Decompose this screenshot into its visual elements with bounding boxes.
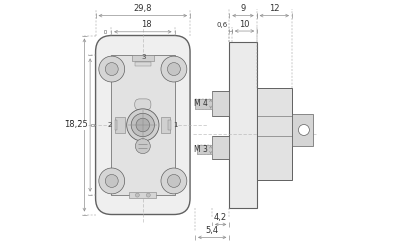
Circle shape (99, 168, 125, 194)
Circle shape (99, 56, 125, 82)
Circle shape (135, 139, 150, 154)
Bar (129, 192, 156, 198)
Bar (257, 88, 292, 180)
Bar (212, 92, 229, 116)
Circle shape (105, 174, 118, 188)
Text: 9: 9 (240, 4, 246, 13)
Circle shape (168, 174, 180, 188)
Circle shape (105, 62, 118, 76)
Bar (111, 56, 174, 194)
Bar (115, 120, 117, 130)
Bar (115, 117, 125, 133)
Text: 29,8: 29,8 (134, 4, 152, 13)
Text: 4,2: 4,2 (214, 213, 227, 222)
Text: 0,6: 0,6 (217, 22, 228, 28)
Bar (132, 56, 154, 60)
Text: 18: 18 (141, 20, 152, 29)
Bar (197, 146, 212, 154)
Text: M 3: M 3 (194, 145, 208, 154)
Circle shape (131, 113, 154, 137)
Text: 3: 3 (141, 54, 146, 60)
Circle shape (127, 109, 159, 141)
Circle shape (136, 118, 150, 132)
Text: 12: 12 (269, 4, 280, 13)
Bar (161, 117, 170, 133)
Circle shape (161, 56, 187, 82)
Bar (135, 62, 151, 66)
Text: 2: 2 (108, 122, 112, 128)
Circle shape (146, 193, 150, 197)
Circle shape (135, 193, 139, 197)
Text: 10: 10 (239, 20, 250, 28)
Circle shape (298, 124, 309, 136)
Circle shape (168, 62, 180, 76)
FancyBboxPatch shape (96, 36, 190, 214)
Bar (212, 136, 229, 158)
Text: 5,4: 5,4 (206, 226, 219, 235)
Bar (229, 42, 257, 208)
Bar (195, 99, 212, 109)
Bar (292, 114, 313, 146)
Circle shape (161, 168, 187, 194)
FancyBboxPatch shape (135, 99, 151, 110)
Text: M 4: M 4 (194, 99, 208, 108)
Bar (168, 120, 171, 130)
Text: 1: 1 (174, 122, 178, 128)
Bar (104, 30, 106, 33)
Text: 29,8: 29,8 (64, 120, 82, 130)
Bar (91, 124, 94, 126)
Text: 18,25: 18,25 (64, 120, 88, 130)
